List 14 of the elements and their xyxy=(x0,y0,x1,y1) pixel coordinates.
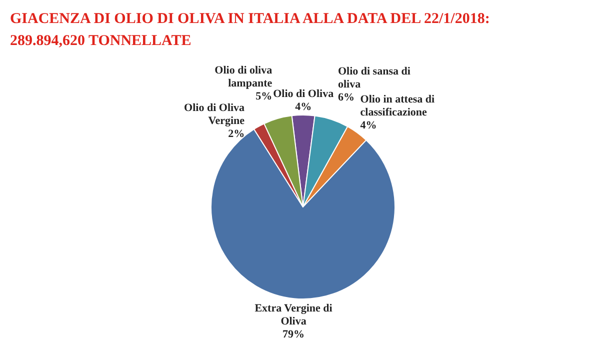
data-label: 4% xyxy=(295,101,312,113)
chart-title: GIACENZA DI OLIO DI OLIVA IN ITALIA ALLA DATA DEL 22/1/2018: xyxy=(10,10,491,29)
slice-label: Olio di Oliva Vergine xyxy=(184,102,246,127)
data-label: 6% xyxy=(338,92,354,104)
chart-subtitle: 289.894,620 TONNELLATE xyxy=(10,32,192,51)
data-label: 79% xyxy=(282,328,305,341)
slice-label: Olio di sansa di oliva xyxy=(338,66,410,91)
slice-label: Olio di oliva lampante xyxy=(214,64,273,90)
data-label: 4% xyxy=(360,120,377,132)
data-label: 5% xyxy=(256,90,272,102)
slice-label: Olio in attesa di classificazione xyxy=(360,94,435,119)
slice-label: Extra Vergine di Oliva xyxy=(254,302,332,328)
data-label: 2% xyxy=(228,128,245,140)
slice-label: Olio di Oliva xyxy=(273,88,334,100)
